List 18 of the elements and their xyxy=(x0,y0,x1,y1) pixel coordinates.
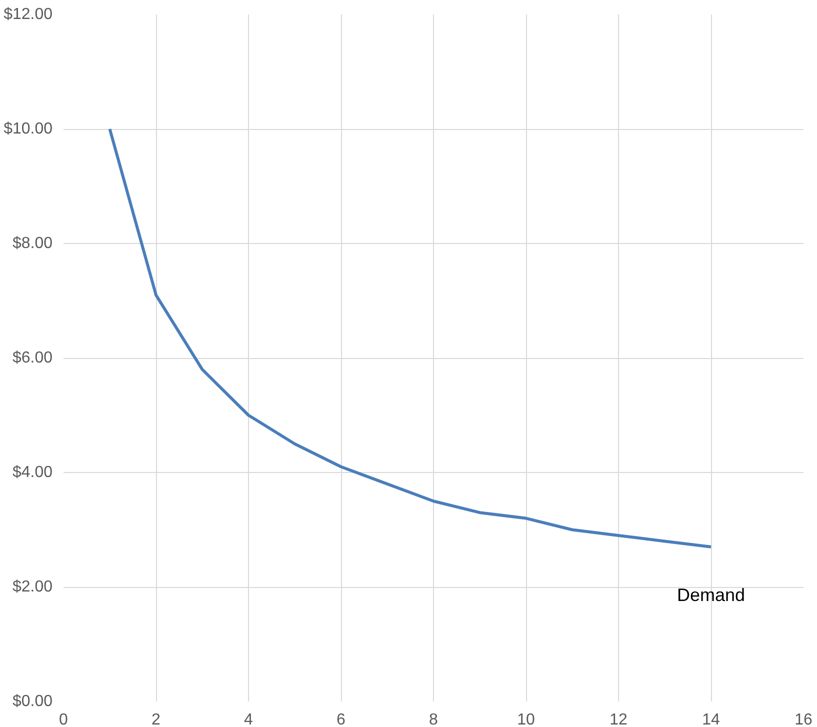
x-tick-label: 14 xyxy=(702,712,720,727)
line-series xyxy=(108,128,712,548)
x-tick-label: 6 xyxy=(336,712,346,727)
y-tick-label: $0.00 xyxy=(12,693,53,710)
y-tick-label: $8.00 xyxy=(12,235,53,252)
x-tick-label: 8 xyxy=(429,712,438,727)
x-tick-label: 0 xyxy=(59,712,68,727)
y-tick-label: $6.00 xyxy=(12,350,53,366)
y-tick-label: $2.00 xyxy=(12,578,53,596)
annotation: Demand xyxy=(676,584,746,605)
x-tick-label: 16 xyxy=(794,712,812,727)
y-tick-label: $4.00 xyxy=(12,464,53,481)
y-tick-label: $12.00 xyxy=(4,6,53,23)
x-tick-label: 10 xyxy=(517,712,535,727)
x-tick-label: 2 xyxy=(152,712,161,727)
y-tick-label: $10.00 xyxy=(4,120,53,138)
x-tick-label: 4 xyxy=(244,712,254,727)
x-tick-label: 12 xyxy=(610,712,628,727)
